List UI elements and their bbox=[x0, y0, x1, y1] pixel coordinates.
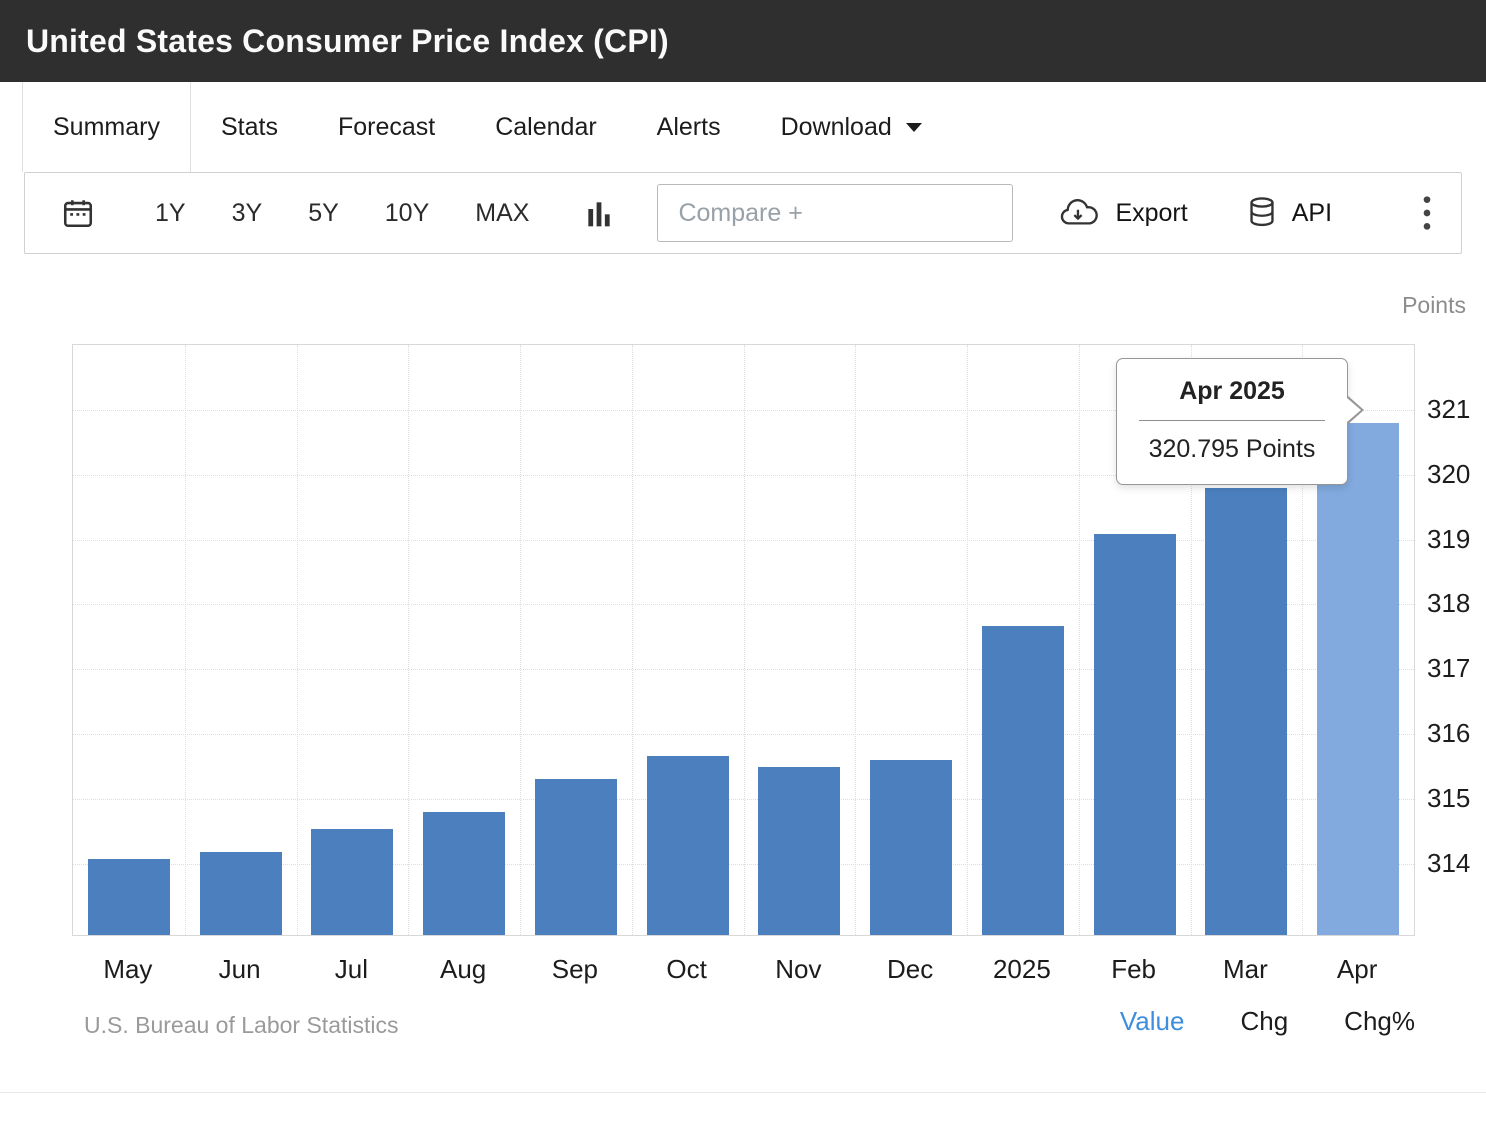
range-selector: 1Y 3Y 5Y 10Y MAX bbox=[155, 199, 529, 228]
tab-stats[interactable]: Stats bbox=[220, 112, 278, 141]
bar-Dec[interactable] bbox=[870, 759, 953, 935]
chart-tooltip: Apr 2025 320.795 Points bbox=[1116, 358, 1364, 485]
y-axis-tick-label: 321 bbox=[1427, 393, 1471, 424]
x-axis-label: Oct bbox=[666, 954, 707, 984]
x-axis-label: Aug bbox=[439, 954, 487, 984]
range-3y[interactable]: 3Y bbox=[231, 198, 263, 227]
range-1y[interactable]: 1Y bbox=[155, 198, 186, 227]
range-5y[interactable]: 5Y bbox=[308, 198, 339, 227]
date-range-picker-button[interactable] bbox=[61, 196, 95, 230]
api-button[interactable]: API bbox=[1246, 196, 1332, 230]
tab-alerts[interactable]: Alerts bbox=[656, 112, 721, 141]
y-axis-tick-label: 317 bbox=[1427, 653, 1471, 684]
v-gridline bbox=[1078, 345, 1080, 935]
bar-Nov[interactable] bbox=[758, 766, 841, 935]
bar-Aug[interactable] bbox=[423, 812, 506, 935]
tab-calendar[interactable]: Calendar bbox=[495, 112, 597, 141]
bar-Jun[interactable] bbox=[199, 852, 282, 935]
v-gridline bbox=[184, 345, 186, 935]
display-mode-switcher: Value Chg Chg% bbox=[1120, 1006, 1415, 1037]
tooltip-value: 320.795 Points bbox=[1148, 435, 1316, 463]
x-axis-label: Nov bbox=[775, 954, 822, 984]
x-axis-labels: May Jun Jul Aug Sep Oct Nov Dec 2025 Feb Mar Apr bbox=[72, 954, 1415, 988]
more-options-button[interactable] bbox=[1423, 195, 1431, 231]
bar-Mar[interactable] bbox=[1205, 487, 1288, 935]
api-label: API bbox=[1291, 198, 1333, 227]
x-axis-label: Dec bbox=[887, 954, 934, 984]
mode-value[interactable]: Value bbox=[1119, 1006, 1185, 1036]
page-header: United States Consumer Price Index (CPI) bbox=[0, 0, 1486, 82]
y-axis-tick-label: 320 bbox=[1427, 458, 1471, 489]
tab-summary[interactable]: Summary bbox=[22, 82, 191, 172]
chart-panel: Points 314 315 316 317 318 319 320 321 May Jun Ju… bbox=[0, 254, 1486, 1120]
database-icon bbox=[1246, 196, 1278, 230]
x-axis-label: May bbox=[103, 954, 153, 984]
bar-2025[interactable] bbox=[981, 625, 1064, 935]
y-axis-tick-label: 314 bbox=[1427, 847, 1471, 878]
x-axis-label: Mar bbox=[1222, 954, 1268, 984]
y-axis-tick-label: 318 bbox=[1427, 588, 1471, 619]
bar-May[interactable] bbox=[87, 859, 170, 935]
tab-download-label: Download bbox=[780, 112, 892, 141]
chart-type-button[interactable] bbox=[585, 197, 613, 229]
bar-Feb[interactable] bbox=[1093, 534, 1176, 935]
x-axis-label: Sep bbox=[551, 954, 598, 984]
page-title: United States Consumer Price Index (CPI) bbox=[26, 22, 669, 59]
x-axis-label: Jul bbox=[334, 954, 368, 984]
v-gridline bbox=[520, 345, 521, 935]
v-gridline bbox=[743, 345, 745, 935]
v-gridline bbox=[1302, 345, 1304, 935]
v-gridline bbox=[408, 345, 410, 935]
v-gridline bbox=[967, 345, 968, 935]
tooltip-divider bbox=[1139, 420, 1325, 421]
export-button[interactable]: Export bbox=[1057, 197, 1188, 229]
bar-Jul[interactable] bbox=[311, 828, 394, 935]
chart-toolbar: 1Y 3Y 5Y 10Y MAX Export bbox=[24, 172, 1462, 254]
x-axis-label: 2025 bbox=[992, 954, 1051, 984]
v-gridline bbox=[1190, 345, 1192, 935]
source-attribution: U.S. Bureau of Labor Statistics bbox=[84, 1012, 399, 1038]
mode-chg-pct[interactable]: Chg% bbox=[1344, 1006, 1415, 1036]
y-axis-tick-label: 315 bbox=[1427, 782, 1471, 813]
y-axis-tick-label: 316 bbox=[1427, 718, 1471, 748]
x-axis-label: Feb bbox=[1111, 954, 1157, 984]
bar-chart-icon bbox=[585, 197, 613, 229]
chevron-down-icon bbox=[905, 122, 922, 132]
bar-Apr[interactable] bbox=[1317, 423, 1400, 935]
v-gridline bbox=[855, 345, 857, 935]
tab-forecast[interactable]: Forecast bbox=[337, 112, 436, 141]
kebab-menu-icon bbox=[1423, 195, 1431, 231]
y-axis-unit-label: Points bbox=[1402, 292, 1466, 318]
x-axis-label: Jun bbox=[218, 954, 261, 984]
bar-Sep[interactable] bbox=[534, 779, 617, 935]
calendar-icon bbox=[61, 196, 95, 230]
export-label: Export bbox=[1115, 198, 1188, 227]
cloud-download-icon bbox=[1057, 197, 1101, 229]
compare-input[interactable] bbox=[657, 184, 1014, 242]
bar-Oct[interactable] bbox=[646, 755, 729, 935]
panel-bottom-border bbox=[0, 1092, 1486, 1093]
tab-download[interactable]: Download bbox=[751, 82, 952, 172]
x-axis-label: Apr bbox=[1336, 954, 1378, 984]
range-10y[interactable]: 10Y bbox=[384, 198, 430, 227]
mode-chg[interactable]: Chg bbox=[1240, 1006, 1289, 1036]
v-gridline bbox=[296, 345, 298, 935]
y-axis-tick-label: 319 bbox=[1427, 523, 1471, 554]
y-axis-ticks: 314 315 316 317 318 319 320 321 bbox=[1427, 344, 1486, 936]
range-max[interactable]: MAX bbox=[475, 198, 530, 227]
tooltip-title: Apr 2025 bbox=[1179, 377, 1285, 405]
tab-bar: Summary Stats Forecast Calendar Alerts D… bbox=[0, 82, 1486, 172]
v-gridline bbox=[631, 345, 633, 935]
